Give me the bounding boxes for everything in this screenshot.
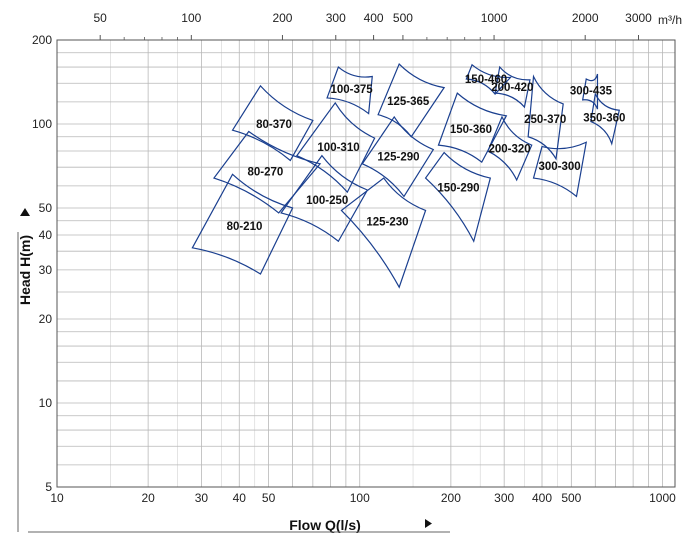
pump-region-350-360 [590, 92, 621, 146]
region-label-200-320: 200-320 [488, 143, 530, 155]
top-tick-labels: 50 100 200 300 400 500 1000 2000 3000 [94, 11, 653, 25]
x-tick-label: 1000 [649, 491, 676, 505]
x-tick-label: 500 [561, 491, 581, 505]
pump-region-125-365 [377, 62, 446, 138]
pump-region-80-370 [231, 84, 314, 162]
region-label-150-460: 150-460 [465, 74, 507, 86]
x-tick-label: 20 [141, 491, 155, 505]
top-tick-label: 300 [326, 11, 346, 25]
region-label-80-210: 80-210 [227, 221, 263, 233]
pump-region-100-310 [295, 101, 376, 194]
region-label-300-435: 300-435 [570, 86, 613, 98]
region-label-125-365: 125-365 [387, 96, 430, 108]
pump-region-80-210 [191, 173, 294, 275]
top-tick-label: 500 [393, 11, 413, 25]
top-tick-label: 2000 [572, 11, 599, 25]
x-tick-label: 50 [262, 491, 276, 505]
pump-region-125-230 [340, 177, 427, 289]
x-axis-title: Flow Q(l/s) [289, 517, 361, 533]
region-label-150-290: 150-290 [437, 182, 479, 194]
region-label-100-250: 100-250 [306, 195, 348, 207]
region-label-125-230: 125-230 [366, 217, 408, 229]
x-tick-label: 10 [50, 491, 64, 505]
top-axis-unit: m³/h [658, 13, 682, 27]
y-tick-label: 100 [32, 117, 52, 131]
pump-region-150-460 [465, 63, 513, 95]
pump-region-100-250 [280, 154, 369, 243]
x-tick-label: 200 [441, 491, 461, 505]
y-axis-arrow-icon [20, 208, 30, 216]
y-tick-label: 5 [45, 480, 52, 494]
y-tick-label: 10 [39, 396, 53, 410]
top-tick-label: 400 [364, 11, 384, 25]
pump-region-300-435 [581, 73, 599, 110]
region-label-200-420: 200-420 [491, 82, 533, 94]
grid-minor [56, 39, 675, 488]
top-tick-label: 3000 [625, 11, 652, 25]
region-label-125-290: 125-290 [377, 152, 419, 164]
region-label-300-300: 300-300 [538, 161, 580, 173]
plot-frame [56, 35, 676, 488]
region-label-100-310: 100-310 [317, 142, 359, 154]
top-tick-label: 50 [94, 11, 108, 25]
x-tick-label: 400 [532, 491, 552, 505]
top-tick-label: 100 [181, 11, 201, 25]
y-tick-label: 50 [39, 201, 53, 215]
pump-regions [191, 62, 621, 289]
y-tick-label: 30 [39, 263, 53, 277]
region-label-250-370: 250-370 [524, 114, 566, 126]
x-tick-label: 100 [350, 491, 370, 505]
region-label-150-360: 150-360 [450, 124, 492, 136]
region-label-80-370: 80-370 [256, 119, 292, 131]
x-tick-label: 40 [233, 491, 247, 505]
pump-region-150-360 [437, 92, 508, 164]
pump-region-250-370 [527, 74, 564, 161]
x-tick-label: 300 [494, 491, 514, 505]
pump-region-200-420 [494, 65, 531, 109]
pump-region-150-290 [424, 151, 492, 243]
x-tick-labels: 10 20 30 40 50 100 200 300 400 500 1000 [50, 491, 676, 505]
pump-region-300-300 [532, 141, 588, 198]
region-label-100-375: 100-375 [330, 84, 373, 96]
pump-region-100-375 [326, 66, 373, 115]
pump-region-80-270 [212, 130, 322, 214]
plot-border [56, 39, 676, 488]
y-tick-label: 40 [39, 228, 53, 242]
region-label-80-270: 80-270 [247, 167, 283, 179]
y-tick-label: 200 [32, 33, 52, 47]
pump-region-200-320 [487, 115, 533, 182]
y-tick-labels: 5 10 20 30 40 50 100 200 [32, 33, 52, 494]
y-axis-title: Head H(m) [17, 235, 33, 305]
y-tick-label: 20 [39, 312, 53, 326]
top-tick-label: 1000 [481, 11, 508, 25]
region-labels: 80-210 80-270 80-370 100-250 100-310 100-375 1… [227, 74, 626, 233]
x-axis-arrow-icon [425, 519, 432, 528]
x-tick-label: 30 [195, 491, 209, 505]
region-label-350-360: 350-360 [583, 112, 625, 124]
top-tick-label: 200 [272, 11, 292, 25]
